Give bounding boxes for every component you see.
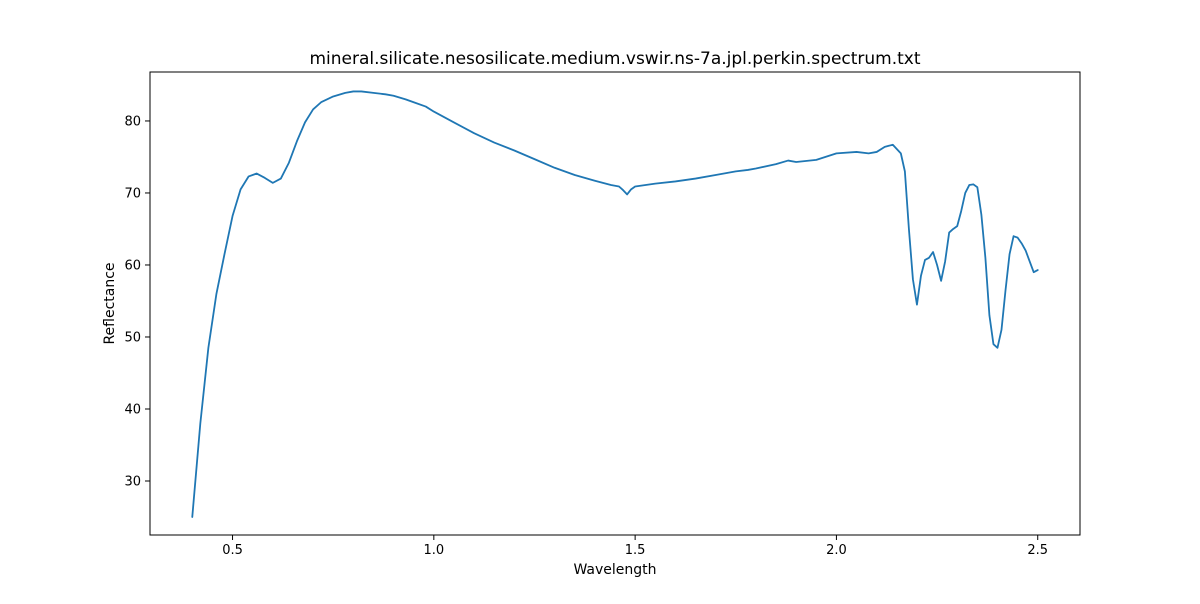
x-tick-label: 2.0	[826, 543, 847, 558]
chart-title: mineral.silicate.nesosilicate.medium.vsw…	[309, 49, 920, 69]
y-tick-label: 40	[124, 402, 141, 417]
plot-area	[191, 90, 1039, 518]
y-tick-label: 50	[124, 330, 141, 345]
spectrum-line	[191, 90, 1039, 518]
y-tick-label: 60	[124, 258, 141, 273]
y-axis-ticks: 30 40 50 60 70 80	[124, 114, 150, 489]
y-axis-label: Reflectance	[102, 262, 118, 344]
x-tick-label: 2.5	[1027, 543, 1048, 558]
y-tick-label: 80	[124, 114, 141, 129]
y-tick-label: 30	[124, 474, 141, 489]
y-tick-label: 70	[124, 186, 141, 201]
x-tick-label: 1.5	[625, 543, 646, 558]
x-axis-label: Wavelength	[573, 562, 656, 578]
axes-frame	[149, 71, 1081, 536]
x-tick-label: 1.0	[423, 543, 444, 558]
x-axis-ticks: 0.5 1.0 1.5 2.0 2.5	[222, 535, 1048, 558]
x-tick-label: 0.5	[222, 543, 243, 558]
